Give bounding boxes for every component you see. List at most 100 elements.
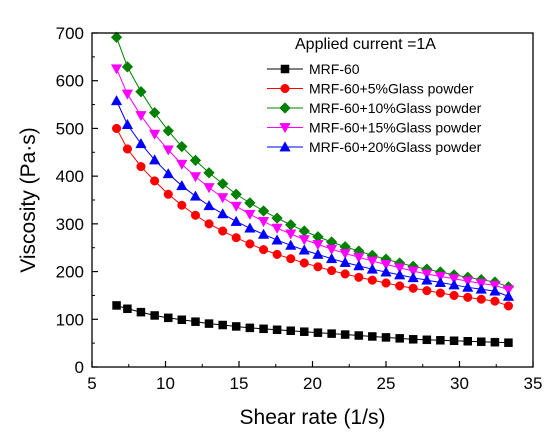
plot-marks [110, 31, 515, 347]
data-point [123, 304, 132, 314]
data-point [381, 333, 391, 342]
data-point [177, 200, 187, 210]
data-point [176, 159, 188, 170]
data-point [285, 229, 297, 240]
x-axis-title: Shear rate (1/s) [240, 406, 386, 429]
data-point [176, 179, 188, 191]
data-point [272, 325, 282, 335]
data-point [436, 336, 445, 345]
data-point [176, 140, 188, 153]
data-point [245, 323, 255, 333]
data-point [490, 296, 500, 306]
data-point [504, 338, 513, 347]
data-point [259, 324, 268, 334]
legend-item: MRF-60+5%Glass powder [267, 81, 474, 97]
data-point [368, 332, 377, 341]
legend-item: MRF-60+15%Glass powder [267, 120, 482, 136]
data-point [449, 336, 459, 346]
data-point [394, 263, 406, 274]
data-point [340, 269, 350, 279]
data-point [148, 106, 161, 119]
data-point [298, 244, 310, 255]
series-line [116, 128, 509, 307]
data-point [462, 281, 474, 292]
data-point [135, 85, 147, 98]
data-point [298, 235, 310, 246]
x-tick-label: 5 [87, 374, 96, 393]
x-tick-label: 10 [156, 374, 175, 393]
data-point [395, 281, 405, 291]
data-point [121, 89, 134, 100]
data-point [434, 276, 447, 287]
legend-label: MRF-60+10%Glass powder [309, 100, 482, 116]
data-point [135, 137, 147, 149]
data-point [286, 326, 295, 335]
axis-ticks: 5 10 15 20 25 30 35 0 100 200 300 400 500 600 700 [56, 24, 543, 393]
data-point [339, 256, 351, 267]
data-point [300, 327, 309, 336]
data-point [327, 329, 336, 338]
legend-marker [280, 83, 290, 94]
data-point [122, 144, 132, 154]
data-point [218, 320, 227, 330]
data-point [380, 260, 392, 271]
data-point [189, 190, 202, 201]
data-point [148, 129, 161, 140]
data-point [435, 288, 445, 298]
data-point [257, 228, 270, 239]
data-point [217, 193, 229, 204]
x-tick-label: 35 [524, 374, 543, 393]
legend-item: MRF-60 [267, 61, 360, 77]
data-point [422, 335, 432, 345]
data-point [231, 233, 241, 243]
y-tick-label: 0 [75, 358, 84, 377]
series-4 [110, 64, 515, 296]
data-point [407, 266, 419, 277]
data-point [408, 283, 418, 293]
data-point [463, 292, 473, 302]
data-point [112, 301, 121, 310]
data-point [189, 172, 202, 183]
data-point [190, 210, 201, 220]
legend-label: MRF-60+20%Glass powder [309, 139, 482, 155]
data-point [244, 209, 256, 221]
data-point [203, 167, 215, 179]
data-point [381, 278, 391, 288]
data-point [231, 322, 241, 331]
data-point [271, 234, 283, 245]
data-point [121, 118, 134, 130]
legend-marker [280, 64, 290, 74]
data-point [476, 294, 486, 304]
data-point [502, 285, 515, 296]
data-point [327, 266, 337, 276]
data-point [136, 162, 146, 172]
data-point [407, 272, 419, 283]
data-point [353, 260, 365, 271]
series-5 [110, 95, 515, 301]
data-point [162, 168, 174, 179]
data-point [477, 337, 486, 346]
data-point [162, 145, 174, 156]
data-point [354, 331, 364, 340]
data-point [191, 317, 200, 326]
data-point [203, 200, 215, 211]
data-point [164, 313, 173, 323]
data-point [489, 285, 501, 296]
data-point [463, 336, 472, 346]
data-point [150, 311, 159, 320]
legend-item: MRF-60+20%Glass powder [267, 139, 482, 155]
data-point [245, 239, 255, 249]
legend-marker [279, 123, 291, 134]
data-point [503, 301, 514, 311]
data-point [121, 61, 134, 73]
legend-marker [279, 102, 291, 114]
data-point [203, 183, 215, 194]
data-point [150, 176, 160, 186]
data-point [162, 125, 175, 137]
data-point [272, 249, 282, 259]
data-point [258, 245, 269, 255]
series-1 [112, 301, 513, 347]
data-point [204, 219, 214, 229]
